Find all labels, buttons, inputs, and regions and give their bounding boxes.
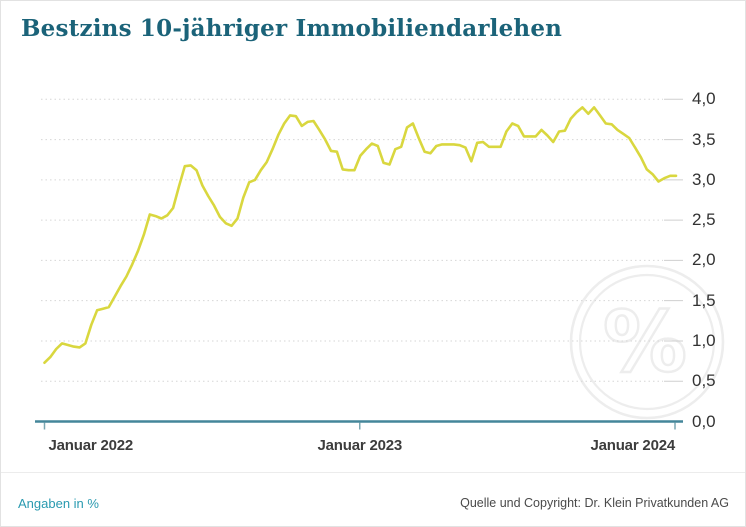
source-copyright-note: Quelle und Copyright: Dr. Klein Privatku… — [460, 496, 729, 510]
y-tick-label: 2,5 — [692, 210, 716, 230]
page-title: Bestzins 10-jähriger Immobiliendarlehen — [21, 15, 563, 42]
y-tick-label: 4,0 — [692, 89, 716, 109]
unit-note: Angaben in % — [18, 496, 99, 511]
percent-watermark-outer-circle — [569, 264, 725, 420]
percent-watermark-inner-circle — [578, 273, 716, 411]
percent-watermark-icon: % — [603, 293, 687, 391]
x-tick-label: Januar 2024 — [590, 437, 675, 454]
rate-series-line — [43, 106, 678, 365]
y-tick-label: 0,0 — [692, 411, 716, 431]
y-tick-label: 1,0 — [692, 330, 716, 350]
x-tick-label: Januar 2023 — [317, 437, 403, 454]
y-tick-label: 2,0 — [692, 250, 716, 270]
y-tick-label: 3,5 — [692, 129, 716, 149]
x-tick-label: Januar 2022 — [48, 437, 134, 454]
y-tick-label: 1,5 — [692, 290, 716, 310]
y-tick-label: 0,5 — [692, 371, 716, 391]
y-tick-label: 3,0 — [692, 169, 716, 189]
footer-divider — [1, 472, 745, 473]
